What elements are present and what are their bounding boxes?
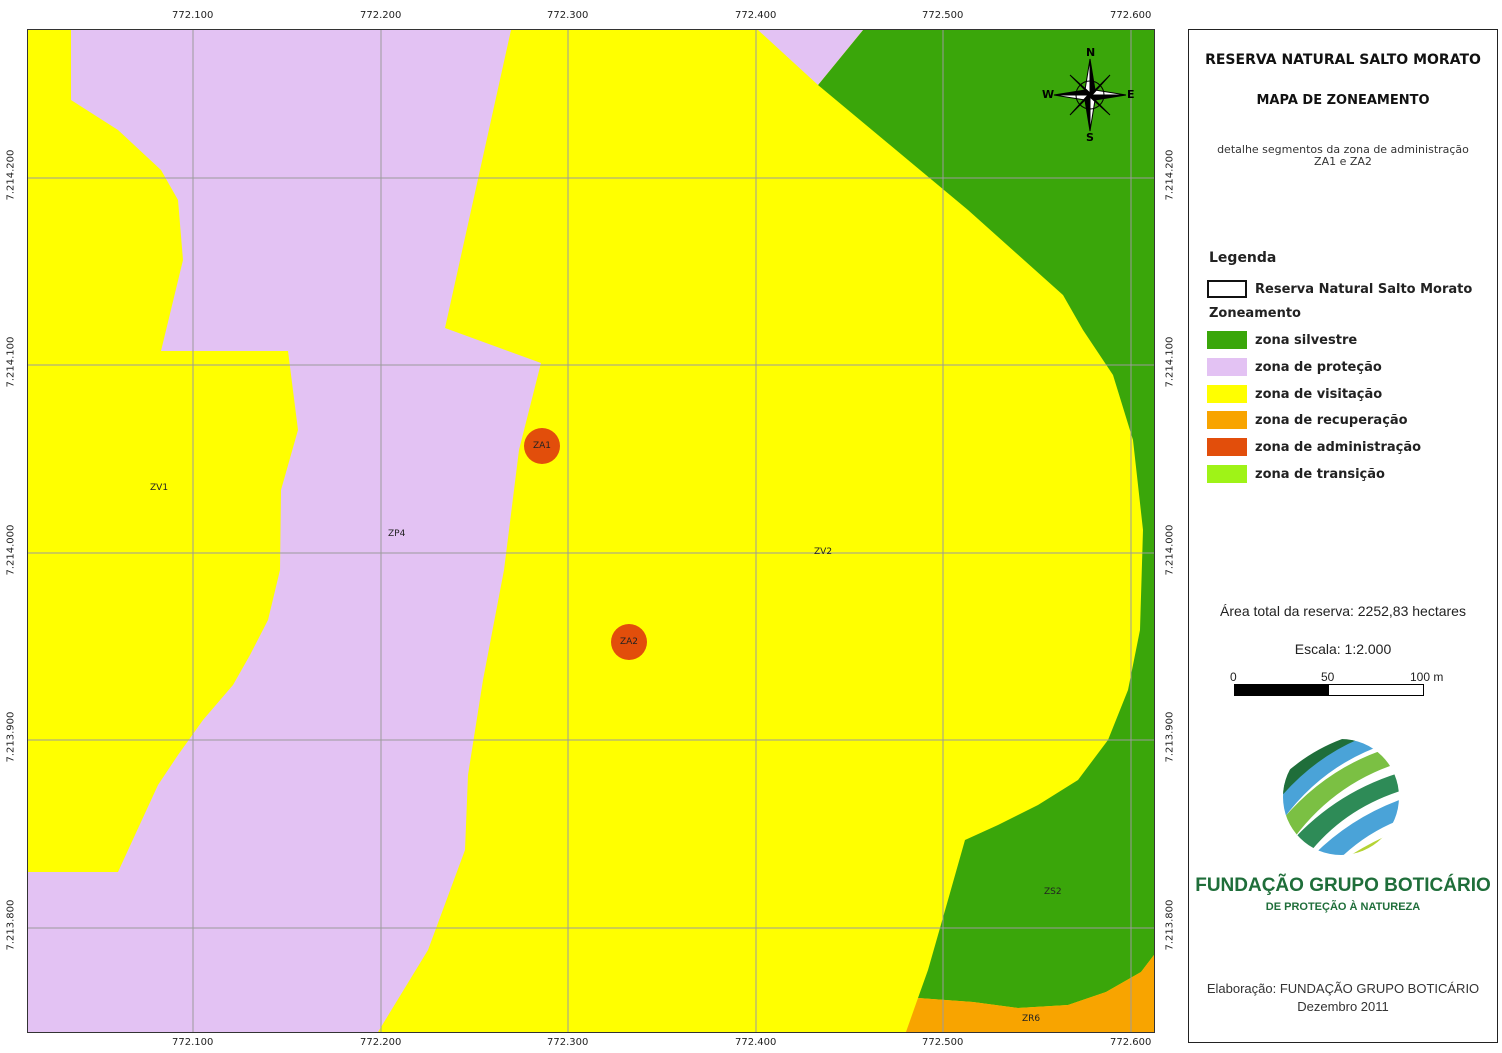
y-tick-right: 7.213.900 — [1164, 711, 1176, 763]
scale-tick-100: 100 m — [1410, 670, 1444, 684]
legend-item-zona-recuperacao: zona de recuperação — [1207, 410, 1408, 430]
coordinate-grid — [28, 30, 1154, 1032]
legend-item-zona-visitacao: zona de visitação — [1207, 384, 1382, 404]
scale-bar-black — [1234, 684, 1330, 696]
compass-rose-icon: N S E W — [1042, 46, 1135, 144]
y-tick-left: 7.213.900 — [5, 711, 17, 763]
legend-swatch — [1207, 385, 1247, 403]
fundacao-logo-icon — [1274, 735, 1409, 860]
legend-group-zoneamento: Zoneamento — [1209, 306, 1301, 321]
x-tick-top: 772.500 — [922, 10, 964, 21]
legend-label: zona de visitação — [1255, 386, 1383, 402]
scale-bar: 0 50 100 m — [1230, 670, 1443, 710]
zone-label-zr6: ZR6 — [1022, 1014, 1041, 1024]
legend-item-zona-silvestre: zona silvestre — [1207, 330, 1357, 350]
legend-label: zona de transição — [1255, 466, 1385, 482]
compass-s-label: S — [1086, 131, 1094, 144]
logo-name: FUNDAÇÃO GRUPO BOTICÁRIO — [1195, 875, 1491, 896]
zone-label-za1: ZA1 — [532, 441, 552, 451]
x-tick-bottom: 772.300 — [547, 1037, 589, 1048]
scale-tick-0: 0 — [1230, 670, 1237, 684]
legend-item-boundary: Reserva Natural Salto Morato — [1207, 279, 1472, 299]
legend-label: zona silvestre — [1255, 332, 1358, 348]
x-tick-top: 772.200 — [360, 10, 402, 21]
zone-label-zv1: ZV1 — [150, 483, 169, 493]
x-tick-bottom: 772.100 — [172, 1037, 214, 1048]
legend-label: Reserva Natural Salto Morato — [1255, 281, 1473, 297]
zone-zp4-polygon[interactable] — [28, 30, 541, 1032]
legend-panel: RESERVA NATURAL SALTO MORATO MAPA DE ZON… — [1188, 29, 1498, 1043]
legend-swatch — [1207, 331, 1247, 349]
zoning-map — [28, 30, 1154, 1032]
footer-credit: Elaboração: FUNDAÇÃO GRUPO BOTICÁRIO — [1206, 981, 1480, 996]
y-tick-right: 7.214.200 — [1164, 149, 1176, 201]
detail-line-1: detalhe segmentos da zona de administraç… — [1217, 143, 1469, 156]
legend-item-zona-administracao: zona de administração — [1207, 437, 1421, 457]
scale-tick-50: 50 — [1321, 670, 1335, 684]
legend-label: zona de recuperação — [1255, 412, 1408, 428]
zone-za2-point[interactable] — [611, 624, 647, 660]
area-total-text: Área total da reserva: 2252,83 hectares — [1220, 603, 1466, 619]
x-tick-bottom: 772.200 — [360, 1037, 402, 1048]
x-tick-top: 772.100 — [172, 10, 214, 21]
zone-zp-wedge — [758, 30, 863, 85]
zone-zs2-polygon[interactable] — [818, 30, 1154, 1008]
reserve-title: RESERVA NATURAL SALTO MORATO — [1205, 52, 1481, 68]
compass-n-label: N — [1086, 46, 1096, 59]
zone-za1-point[interactable] — [524, 428, 560, 464]
detail-line-2: ZA1 e ZA2 — [1314, 155, 1372, 168]
scale-text: Escala: 1:2.000 — [1294, 641, 1392, 657]
compass-w-label: W — [1042, 88, 1055, 101]
legend-item-zona-protecao: zona de proteção — [1207, 357, 1382, 377]
legend-item-zona-transicao: zona de transição — [1207, 464, 1385, 484]
x-tick-bottom: 772.500 — [922, 1037, 964, 1048]
y-tick-right: 7.214.000 — [1164, 524, 1176, 576]
y-tick-left: 7.214.000 — [5, 524, 17, 576]
legend-swatch — [1207, 465, 1247, 483]
zone-label-zs2: ZS2 — [1044, 887, 1062, 897]
legend-swatch — [1207, 438, 1247, 456]
x-tick-bottom: 772.600 — [1110, 1037, 1152, 1048]
y-tick-right: 7.214.100 — [1164, 336, 1176, 388]
legend-swatch — [1207, 411, 1247, 429]
y-tick-right: 7.213.800 — [1164, 899, 1176, 951]
compass-e-label: E — [1127, 88, 1135, 101]
x-tick-top: 772.400 — [735, 10, 777, 21]
legend-title: Legenda — [1209, 250, 1277, 266]
x-tick-top: 772.600 — [1110, 10, 1152, 21]
legend-swatch — [1207, 358, 1247, 376]
y-tick-left: 7.214.100 — [5, 336, 17, 388]
zone-zr6-polygon[interactable] — [906, 955, 1154, 1032]
boundary-swatch — [1207, 280, 1247, 298]
map-view[interactable]: ZV1 ZP4 ZV2 ZS2 ZR6 ZA1 ZA2 — [27, 29, 1155, 1033]
y-tick-left: 7.213.800 — [5, 899, 17, 951]
legend-label: zona de proteção — [1255, 359, 1382, 375]
x-tick-bottom: 772.400 — [735, 1037, 777, 1048]
zone-label-za2: ZA2 — [619, 637, 639, 647]
footer-date: Dezembro 2011 — [1297, 999, 1389, 1014]
legend-label: zona de administração — [1255, 439, 1422, 455]
zone-label-zv2: ZV2 — [814, 547, 833, 557]
scale-bar-white — [1328, 684, 1424, 696]
zone-label-zp4: ZP4 — [388, 529, 406, 539]
logo-tagline: DE PROTEÇÃO À NATUREZA — [1265, 901, 1421, 913]
x-tick-top: 772.300 — [547, 10, 589, 21]
y-tick-left: 7.214.200 — [5, 149, 17, 201]
map-subtitle: MAPA DE ZONEAMENTO — [1256, 93, 1430, 108]
